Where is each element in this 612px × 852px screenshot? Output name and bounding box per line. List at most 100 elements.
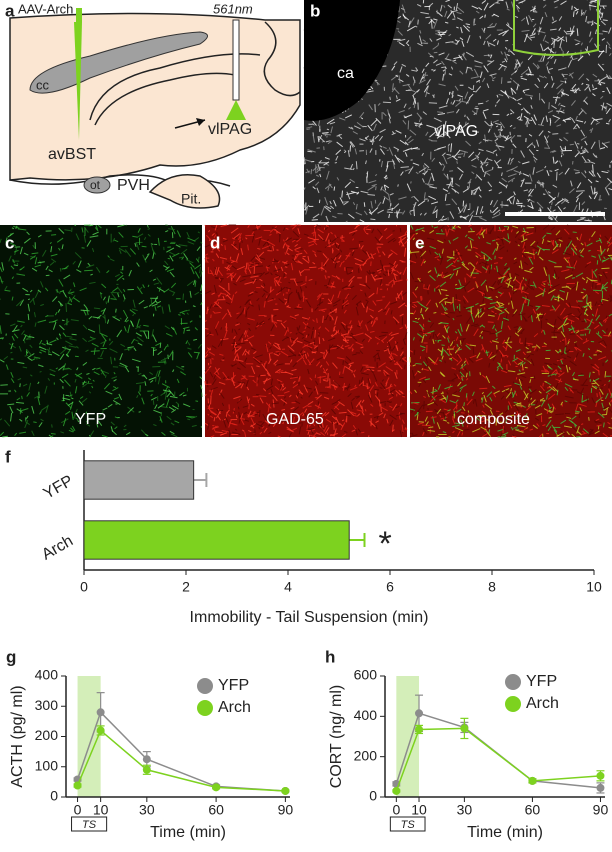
texture (479, 71, 483, 79)
texture (208, 229, 211, 233)
texture (512, 433, 515, 437)
texture (460, 419, 464, 427)
texture (269, 413, 274, 416)
texture (525, 251, 535, 255)
texture (507, 226, 510, 231)
texture (14, 246, 18, 256)
texture (392, 316, 400, 324)
texture (586, 78, 590, 82)
texture (168, 304, 171, 313)
texture (489, 209, 492, 213)
texture (410, 146, 419, 150)
texture (49, 261, 55, 266)
texture (211, 239, 218, 242)
texture (376, 392, 379, 397)
texture (578, 73, 585, 81)
texture (265, 385, 274, 391)
texture (76, 367, 79, 371)
texture (394, 371, 398, 379)
texture (101, 334, 107, 342)
texture (369, 385, 375, 392)
texture (582, 288, 587, 291)
texture (72, 260, 76, 265)
texture (263, 377, 268, 385)
texture (396, 361, 403, 370)
panel-label: a (5, 1, 15, 20)
texture (316, 187, 320, 194)
texture (272, 320, 278, 328)
texture (436, 37, 442, 41)
texture (519, 284, 523, 294)
texture (371, 183, 377, 187)
dark-region (304, 0, 400, 121)
texture (128, 269, 132, 277)
texture (97, 224, 102, 229)
texture (326, 118, 335, 125)
texture (299, 352, 305, 360)
texture (543, 75, 547, 79)
texture (595, 418, 600, 422)
texture (428, 249, 432, 255)
texture (230, 374, 236, 381)
texture (370, 200, 373, 209)
texture (446, 391, 449, 395)
texture (347, 393, 352, 398)
texture (92, 367, 96, 371)
texture (592, 93, 596, 97)
texture (401, 63, 407, 67)
texture (238, 361, 246, 369)
texture (151, 249, 157, 255)
texture (189, 320, 193, 323)
texture (520, 238, 528, 243)
texture (348, 229, 358, 234)
texture (316, 250, 322, 253)
texture (40, 418, 44, 422)
texture (546, 232, 552, 235)
texture (371, 228, 375, 234)
texture (255, 322, 259, 330)
texture (314, 253, 317, 258)
texture (471, 171, 475, 175)
texture (489, 340, 493, 344)
texture (94, 227, 99, 232)
texture (446, 111, 455, 114)
texture (451, 367, 457, 370)
texture (584, 85, 590, 91)
texture (516, 356, 524, 363)
texture (240, 307, 245, 316)
texture (291, 224, 298, 230)
texture (510, 300, 514, 309)
texture (296, 326, 299, 331)
texture (327, 302, 332, 305)
texture (517, 326, 521, 331)
texture (380, 403, 382, 413)
texture (452, 10, 458, 13)
texture (354, 263, 362, 266)
texture (82, 383, 87, 388)
texture (406, 183, 412, 192)
texture (409, 408, 416, 411)
texture (590, 141, 596, 150)
texture (442, 165, 446, 172)
texture (536, 245, 545, 252)
texture (586, 301, 591, 305)
texture (401, 4, 406, 14)
texture (505, 313, 508, 322)
texture (406, 43, 410, 47)
texture (429, 335, 432, 340)
texture (444, 312, 448, 314)
texture (488, 265, 492, 274)
texture (210, 242, 219, 249)
texture (569, 188, 575, 194)
texture (547, 393, 556, 400)
texture (404, 114, 413, 119)
texture (1, 262, 5, 271)
texture (327, 337, 336, 342)
texture (400, 292, 404, 300)
texture (311, 237, 317, 242)
texture (379, 275, 382, 278)
texture (550, 325, 559, 330)
texture (577, 431, 583, 436)
texture (480, 251, 486, 255)
